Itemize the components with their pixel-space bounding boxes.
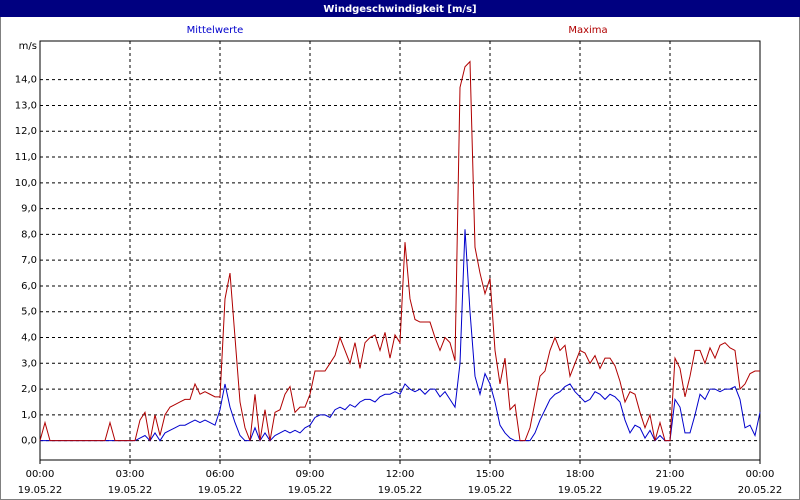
x-tick-label: 18:00 bbox=[566, 469, 595, 480]
title-bar bbox=[0, 0, 800, 17]
legend-entry: Mittelwerte bbox=[187, 25, 244, 36]
x-tick-date: 19.05.22 bbox=[378, 485, 423, 496]
y-tick-label: 2,0 bbox=[21, 384, 37, 395]
y-tick-label: 11,0 bbox=[15, 152, 37, 163]
y-tick-label: 10,0 bbox=[15, 178, 37, 189]
y-tick-label: 12,0 bbox=[15, 126, 37, 137]
x-tick-label: 15:00 bbox=[476, 469, 505, 480]
x-tick-date: 19.05.22 bbox=[558, 485, 603, 496]
x-tick-label: 00:00 bbox=[746, 469, 775, 480]
x-tick-label: 03:00 bbox=[116, 469, 145, 480]
x-tick-date: 19.05.22 bbox=[18, 485, 63, 496]
y-tick-label: 5,0 bbox=[21, 307, 37, 318]
legend-entry: Maxima bbox=[568, 25, 607, 36]
x-tick-date: 20.05.22 bbox=[738, 485, 783, 496]
y-unit-label: m/s bbox=[19, 41, 37, 52]
x-tick-label: 00:00 bbox=[26, 469, 55, 480]
y-tick-label: 0,0 bbox=[21, 436, 37, 447]
data-line bbox=[40, 229, 761, 442]
x-tick-label: 06:00 bbox=[206, 469, 235, 480]
y-tick-label: 9,0 bbox=[21, 204, 37, 215]
y-tick-label: 8,0 bbox=[21, 229, 37, 240]
x-tick-label: 21:00 bbox=[656, 469, 685, 480]
y-tick-label: 6,0 bbox=[21, 281, 37, 292]
x-tick-date: 19.05.22 bbox=[108, 485, 153, 496]
y-tick-label: 14,0 bbox=[15, 75, 37, 86]
x-tick-date: 19.05.22 bbox=[198, 485, 243, 496]
y-tick-label: 3,0 bbox=[21, 358, 37, 369]
y-tick-label: 4,0 bbox=[21, 333, 37, 344]
x-tick-label: 09:00 bbox=[296, 469, 325, 480]
y-tick-label: 13,0 bbox=[15, 100, 37, 111]
x-tick-date: 19.05.22 bbox=[288, 485, 333, 496]
x-tick-label: 12:00 bbox=[386, 469, 415, 480]
chart-title: Windgeschwindigkeit [m/s] bbox=[323, 4, 476, 15]
x-tick-date: 19.05.22 bbox=[468, 485, 513, 496]
x-tick-date: 19.05.22 bbox=[648, 485, 693, 496]
y-tick-label: 7,0 bbox=[21, 255, 37, 266]
data-line bbox=[39, 60, 760, 442]
y-tick-label: 1,0 bbox=[21, 410, 37, 421]
